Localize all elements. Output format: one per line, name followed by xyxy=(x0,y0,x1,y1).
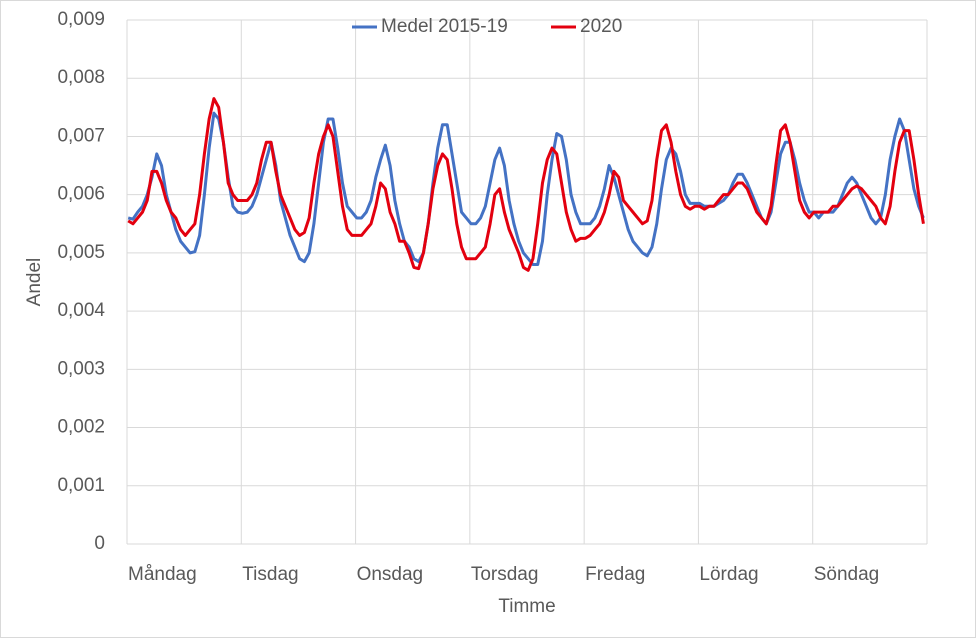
y-tick-label: 0,003 xyxy=(57,358,105,379)
y-tick-label: 0,001 xyxy=(57,475,105,496)
x-tick-label: Tisdag xyxy=(242,564,298,585)
x-tick-label: Onsdag xyxy=(357,564,424,585)
y-tick-label: 0,008 xyxy=(57,67,105,88)
y-axis-label: Andel xyxy=(24,258,45,307)
x-tick-label: Måndag xyxy=(128,564,197,585)
y-tick-label: 0,006 xyxy=(57,184,105,205)
x-tick-label: Fredag xyxy=(585,564,645,585)
x-tick-label: Torsdag xyxy=(471,564,539,585)
y-tick-label: 0 xyxy=(94,533,105,554)
x-tick-label: Söndag xyxy=(814,564,880,585)
legend-label: 2020 xyxy=(580,16,622,37)
y-tick-label: 0,002 xyxy=(57,417,105,438)
x-axis-label: Timme xyxy=(498,596,555,617)
legend-label: Medel 2015-19 xyxy=(381,16,508,37)
y-tick-label: 0,005 xyxy=(57,242,105,263)
series-line xyxy=(127,97,925,272)
x-tick-label: Lördag xyxy=(699,564,758,585)
y-tick-label: 0,007 xyxy=(57,125,105,146)
y-tick-label: 0,009 xyxy=(57,9,105,30)
y-tick-label: 0,004 xyxy=(57,300,105,321)
